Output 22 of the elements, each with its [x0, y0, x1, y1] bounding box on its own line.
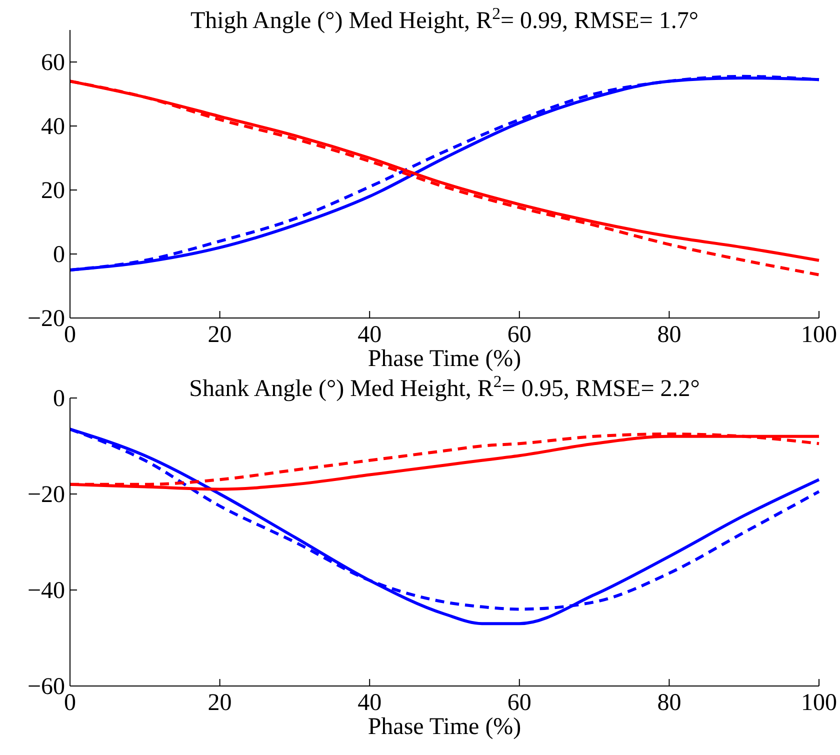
- y-tick-label: −20: [27, 306, 65, 332]
- x-tick-label: 100: [801, 322, 837, 348]
- y-tick-label: −20: [27, 482, 65, 508]
- y-tick-label: 20: [41, 178, 65, 204]
- x-tick-label: 80: [657, 690, 682, 716]
- x-axis-title: Phase Time (%): [368, 346, 522, 372]
- x-tick-label: 40: [358, 322, 382, 348]
- y-tick-label: −40: [27, 578, 65, 604]
- x-tick-label: 20: [208, 322, 232, 348]
- x-tick-label: 60: [507, 322, 532, 348]
- x-axis-title: Phase Time (%): [368, 714, 522, 740]
- y-tick-label: −60: [27, 674, 65, 700]
- x-tick-label: 20: [208, 690, 232, 716]
- y-tick-label: 60: [41, 50, 65, 76]
- chart-title: Shank Angle (°) Med Height, R$^{2}$= 0.95, RMSE= 2.2°: [189, 372, 700, 402]
- y-tick-label: 0: [53, 386, 65, 412]
- x-tick-label: 60: [507, 690, 532, 716]
- y-tick-label: 40: [41, 114, 65, 140]
- y-tick-label: 0: [53, 242, 65, 268]
- x-tick-label: 80: [657, 322, 682, 348]
- x-tick-label: 40: [358, 690, 382, 716]
- x-tick-label: 100: [801, 690, 837, 716]
